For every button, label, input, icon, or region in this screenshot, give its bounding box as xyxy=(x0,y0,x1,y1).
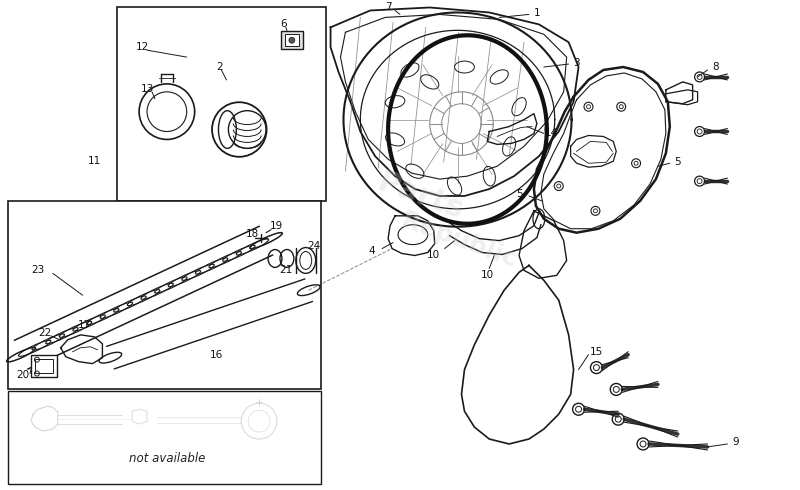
Text: 8: 8 xyxy=(712,62,718,72)
Text: 22: 22 xyxy=(38,328,51,338)
Text: Republic: Republic xyxy=(398,208,521,273)
Text: 13: 13 xyxy=(141,84,154,94)
Circle shape xyxy=(289,37,295,43)
Text: 19: 19 xyxy=(270,220,282,231)
Text: 10: 10 xyxy=(426,250,440,261)
Text: Parts: Parts xyxy=(373,167,467,225)
Bar xyxy=(285,34,299,46)
Text: 12: 12 xyxy=(135,42,149,52)
Bar xyxy=(31,355,57,376)
Text: 15: 15 xyxy=(590,347,603,357)
Text: 21: 21 xyxy=(279,266,293,275)
Text: 16: 16 xyxy=(210,350,223,360)
Bar xyxy=(8,201,321,390)
Text: 17: 17 xyxy=(78,320,91,330)
Text: 6: 6 xyxy=(281,20,287,29)
Text: 18: 18 xyxy=(246,229,259,239)
Text: 5: 5 xyxy=(674,157,681,167)
Text: 3: 3 xyxy=(574,58,580,68)
Text: 24: 24 xyxy=(307,241,320,250)
Text: 10: 10 xyxy=(481,270,494,280)
Bar xyxy=(35,359,53,372)
FancyBboxPatch shape xyxy=(281,31,302,49)
Text: 4: 4 xyxy=(369,245,375,255)
Text: 23: 23 xyxy=(31,266,45,275)
Text: 5: 5 xyxy=(516,189,523,199)
Text: 2: 2 xyxy=(216,62,222,72)
Text: 7: 7 xyxy=(386,2,392,13)
Bar xyxy=(8,392,321,484)
Text: 11: 11 xyxy=(88,156,101,166)
Text: 14: 14 xyxy=(545,128,558,139)
Bar xyxy=(118,7,326,201)
Text: 1: 1 xyxy=(534,8,540,19)
Text: 20: 20 xyxy=(17,369,30,380)
Text: not available: not available xyxy=(129,452,205,466)
Text: 9: 9 xyxy=(732,437,738,447)
